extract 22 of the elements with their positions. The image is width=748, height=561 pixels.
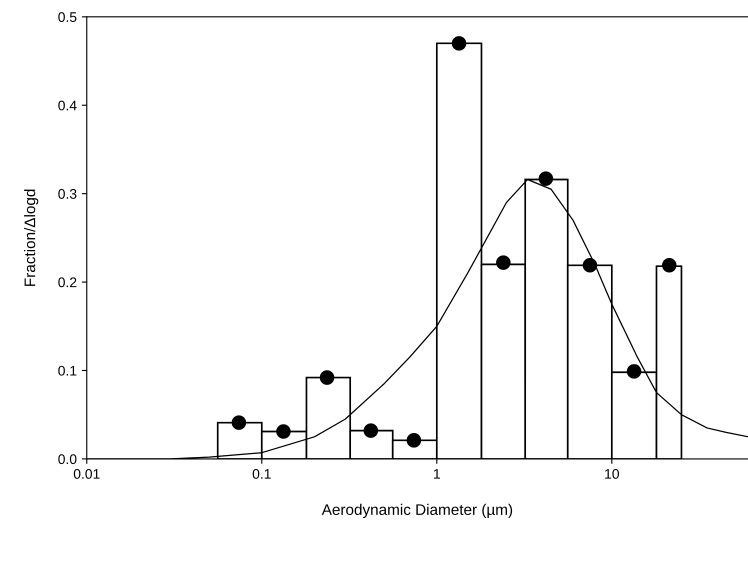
point [496,255,511,270]
point [582,258,598,273]
point [364,423,378,438]
point [406,433,422,448]
point [276,424,291,439]
y-tick-label: 0.5 [58,12,76,22]
point [320,370,334,385]
point [232,415,246,430]
y-tick-label: 0.3 [58,188,76,199]
point [626,364,642,379]
y-tick-label: 0.2 [58,277,76,288]
x-tick-label: 0.1 [252,468,271,479]
y-axis-title: Fraction/Δlogd [24,190,38,286]
x-tick-label: 1 [434,469,440,479]
point [452,36,466,51]
x-axis-title: Aerodynamic Diameter (µm) [322,504,512,518]
y-tick-label: 0.4 [58,100,77,110]
x-tick-label: 0.01 [74,468,100,479]
y-tick-label: 0.1 [58,366,76,376]
point [538,171,554,186]
x-tick-label: 10 [605,468,619,479]
y-tick-label: 0.0 [58,454,77,464]
